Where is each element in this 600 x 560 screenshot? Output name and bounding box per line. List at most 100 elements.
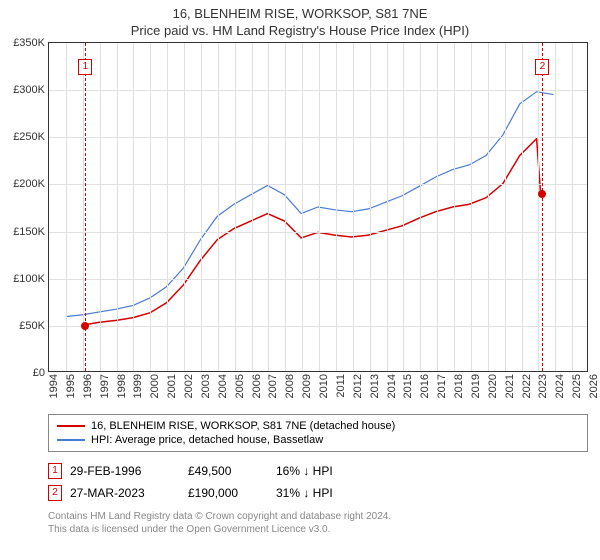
chart-container: 16, BLENHEIM RISE, WORKSOP, S81 7NE Pric… xyxy=(0,0,600,560)
gridline-v xyxy=(555,43,556,371)
gridline-v xyxy=(218,43,219,371)
gridline-v xyxy=(235,43,236,371)
x-axis-labels: 1994 1995 1996 1997 1998 1999 2000 2001 2002 2003… xyxy=(48,372,588,412)
x-tick-label: 2018 xyxy=(453,374,465,398)
x-tick-label: 2008 xyxy=(284,374,296,398)
x-tick-label: 2004 xyxy=(217,374,229,398)
transaction-rows: 129-FEB-1996£49,50016% ↓ HPI227-MAR-2023… xyxy=(48,460,588,504)
x-tick-label: 2002 xyxy=(183,374,195,398)
x-tick-label: 2005 xyxy=(234,374,246,398)
transaction-pct: 31% ↓ HPI xyxy=(276,486,386,500)
gridline-h xyxy=(49,232,587,233)
transaction-row: 129-FEB-1996£49,50016% ↓ HPI xyxy=(48,460,588,482)
x-tick-label: 1995 xyxy=(65,374,77,398)
x-tick-label: 1994 xyxy=(48,374,60,398)
legend: 16, BLENHEIM RISE, WORKSOP, S81 7NE (det… xyxy=(48,414,588,452)
y-tick-label: £150K xyxy=(13,226,49,238)
y-tick-label: £0 xyxy=(33,367,49,379)
gridline-h xyxy=(49,279,587,280)
chart-marker-dot xyxy=(538,190,546,198)
plot-frame: £0£50K£100K£150K£200K£250K£300K£350K12 xyxy=(48,42,588,372)
gridline-h xyxy=(49,184,587,185)
transaction-marker: 2 xyxy=(48,485,62,501)
chart-title-address: 16, BLENHEIM RISE, WORKSOP, S81 7NE xyxy=(0,0,600,21)
y-tick-label: £300K xyxy=(13,84,49,96)
y-tick-label: £50K xyxy=(19,320,49,332)
gridline-v xyxy=(184,43,185,371)
x-tick-label: 2020 xyxy=(487,374,499,398)
series-line xyxy=(66,92,554,317)
chart-title-desc: Price paid vs. HM Land Registry's House … xyxy=(0,21,600,42)
chart-marker-dot xyxy=(81,322,89,330)
x-tick-label: 2021 xyxy=(504,374,516,398)
transaction-price: £49,500 xyxy=(188,464,268,478)
gridline-v xyxy=(488,43,489,371)
x-tick-label: 2022 xyxy=(521,374,533,398)
gridline-v xyxy=(336,43,337,371)
y-tick-label: £350K xyxy=(13,37,49,49)
x-tick-label: 1996 xyxy=(82,374,94,398)
gridline-v xyxy=(100,43,101,371)
gridline-v xyxy=(454,43,455,371)
transaction-pct: 16% ↓ HPI xyxy=(276,464,386,478)
chart-marker-box: 2 xyxy=(535,59,549,75)
chart-marker-box: 1 xyxy=(78,59,92,75)
footer-attribution: Contains HM Land Registry data © Crown c… xyxy=(48,510,588,536)
gridline-v xyxy=(437,43,438,371)
gridline-v xyxy=(538,43,539,371)
gridline-v xyxy=(133,43,134,371)
gridline-v xyxy=(505,43,506,371)
legend-label: HPI: Average price, detached house, Bass… xyxy=(91,434,323,446)
x-tick-label: 2000 xyxy=(149,374,161,398)
x-tick-label: 2026 xyxy=(588,374,600,398)
x-tick-label: 2001 xyxy=(166,374,178,398)
legend-swatch xyxy=(57,425,85,427)
y-tick-label: £100K xyxy=(13,273,49,285)
transaction-date: 29-FEB-1996 xyxy=(70,464,180,478)
y-tick-label: £200K xyxy=(13,178,49,190)
x-tick-label: 2009 xyxy=(301,374,313,398)
x-tick-label: 2011 xyxy=(335,374,347,398)
x-tick-label: 2015 xyxy=(402,374,414,398)
x-tick-label: 1999 xyxy=(132,374,144,398)
gridline-v xyxy=(201,43,202,371)
gridline-v xyxy=(150,43,151,371)
x-tick-label: 2024 xyxy=(554,374,566,398)
x-tick-label: 2016 xyxy=(419,374,431,398)
chart-plot-area: £0£50K£100K£150K£200K£250K£300K£350K12 xyxy=(48,42,588,372)
transaction-price: £190,000 xyxy=(188,486,268,500)
footer-line1: Contains HM Land Registry data © Crown c… xyxy=(48,510,588,523)
x-tick-label: 2013 xyxy=(369,374,381,398)
gridline-v xyxy=(117,43,118,371)
gridline-v xyxy=(319,43,320,371)
chart-lines-svg xyxy=(49,43,587,371)
x-tick-label: 2023 xyxy=(537,374,549,398)
gridline-v xyxy=(420,43,421,371)
footer-line2: This data is licensed under the Open Gov… xyxy=(48,523,588,536)
x-tick-label: 1997 xyxy=(99,374,111,398)
gridline-v xyxy=(471,43,472,371)
gridline-v xyxy=(252,43,253,371)
x-tick-label: 2017 xyxy=(436,374,448,398)
x-tick-label: 2010 xyxy=(318,374,330,398)
x-tick-label: 1998 xyxy=(116,374,128,398)
legend-swatch xyxy=(57,439,85,441)
gridline-v xyxy=(387,43,388,371)
legend-label: 16, BLENHEIM RISE, WORKSOP, S81 7NE (det… xyxy=(91,420,395,432)
legend-item: HPI: Average price, detached house, Bass… xyxy=(57,433,579,447)
gridline-v xyxy=(353,43,354,371)
gridline-h xyxy=(49,90,587,91)
x-tick-label: 2007 xyxy=(267,374,279,398)
gridline-v xyxy=(66,43,67,371)
x-tick-label: 2006 xyxy=(251,374,263,398)
gridline-h xyxy=(49,137,587,138)
gridline-v xyxy=(268,43,269,371)
gridline-v xyxy=(285,43,286,371)
gridline-v xyxy=(167,43,168,371)
x-tick-label: 2003 xyxy=(200,374,212,398)
transaction-row: 227-MAR-2023£190,00031% ↓ HPI xyxy=(48,482,588,504)
x-tick-label: 2019 xyxy=(470,374,482,398)
x-tick-label: 2014 xyxy=(386,374,398,398)
gridline-v xyxy=(370,43,371,371)
marker-vline xyxy=(542,43,543,371)
